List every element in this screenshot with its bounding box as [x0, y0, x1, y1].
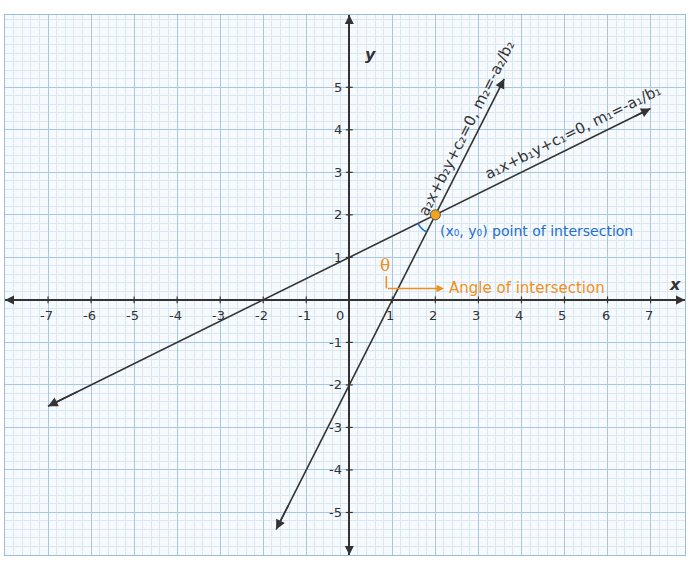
svg-text:-1: -1 [329, 335, 342, 350]
svg-text:(x₀, y₀) point of intersection: (x₀, y₀) point of intersection [440, 223, 633, 239]
svg-text:-1: -1 [298, 308, 311, 323]
svg-text:-3: -3 [212, 308, 225, 323]
svg-text:2: 2 [334, 207, 342, 222]
svg-text:2: 2 [429, 308, 437, 323]
svg-text:5: 5 [334, 80, 342, 95]
svg-text:Angle of intersection: Angle of intersection [449, 279, 605, 297]
svg-text:-6: -6 [83, 308, 96, 323]
svg-text:3: 3 [334, 165, 342, 180]
svg-text:-2: -2 [329, 377, 342, 392]
svg-text:3: 3 [472, 308, 480, 323]
svg-text:-4: -4 [169, 308, 182, 323]
svg-text:1: 1 [334, 250, 342, 265]
svg-text:-2: -2 [255, 308, 268, 323]
svg-text:4: 4 [334, 122, 342, 137]
svg-text:-5: -5 [329, 505, 342, 520]
svg-text:6: 6 [602, 308, 610, 323]
svg-text:-5: -5 [126, 308, 139, 323]
svg-text:1: 1 [386, 308, 394, 323]
svg-text:a₁x+b₁y+c₁=0, m₁=-a₁/b₁: a₁x+b₁y+c₁=0, m₁=-a₁/b₁ [482, 81, 664, 183]
svg-text:y: y [365, 45, 376, 64]
svg-text:x: x [669, 275, 681, 294]
svg-text:5: 5 [558, 308, 566, 323]
svg-text:-3: -3 [329, 420, 342, 435]
svg-text:a₂x+b₂y+c₂=0, m₂=-a₂/b₂: a₂x+b₂y+c₂=0, m₂=-a₂/b₂ [415, 38, 519, 219]
svg-text:7: 7 [645, 308, 653, 323]
svg-text:0: 0 [336, 308, 344, 323]
svg-text:-4: -4 [329, 462, 342, 477]
svg-text:θ: θ [380, 255, 390, 275]
svg-text:-7: -7 [40, 308, 53, 323]
svg-text:4: 4 [515, 308, 523, 323]
